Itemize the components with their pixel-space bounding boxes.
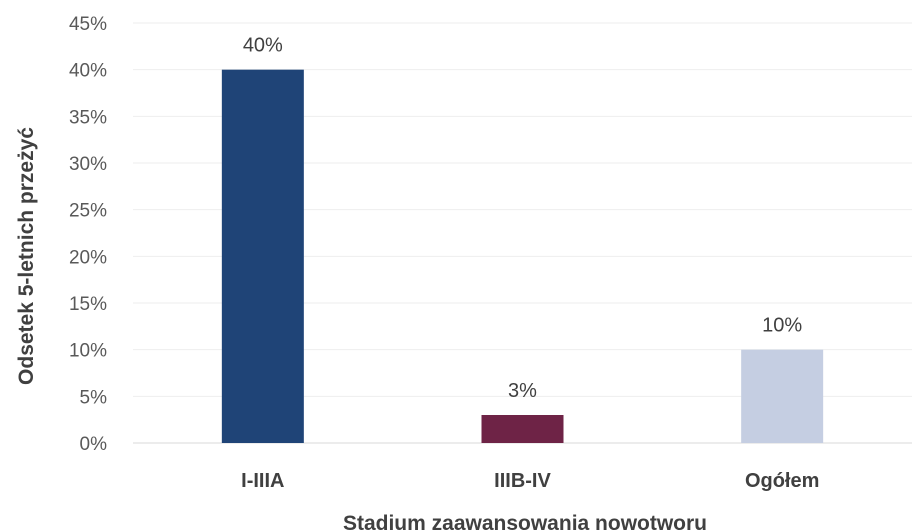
bar [221,69,304,444]
data-label: 10% [762,315,802,337]
data-label: 40% [243,35,283,57]
x-axis-title: Stadium zaawansowania nowotworu [343,512,707,532]
y-tick-label: 35% [69,107,107,128]
x-category-label: I-IIIA [241,470,284,492]
y-tick-label: 15% [69,294,107,315]
y-tick-label: 20% [69,247,107,268]
y-axis-title: Odsetek 5-letnich przeżyć [15,127,38,385]
data-labels: 40% 3% 10% [243,35,803,402]
x-category-label: Ogółem [745,470,819,492]
bar [481,415,564,443]
y-axis-tick-labels: 0% 5% 10% 15% 20% 25% 30% 35% 40% 45% [69,14,107,455]
y-tick-label: 30% [69,154,107,175]
data-label: 3% [508,380,537,402]
x-category-label: IIIB-IV [494,470,551,492]
x-axis-category-labels: I-IIIA IIIB-IV Ogółem [241,470,819,492]
y-tick-label: 25% [69,201,107,222]
bars [221,69,824,444]
bar [741,349,824,443]
y-tick-label: 45% [69,14,107,35]
y-tick-label: 40% [69,61,107,82]
y-tick-label: 0% [80,434,108,455]
y-tick-label: 5% [80,387,108,408]
y-tick-label: 10% [69,341,107,362]
